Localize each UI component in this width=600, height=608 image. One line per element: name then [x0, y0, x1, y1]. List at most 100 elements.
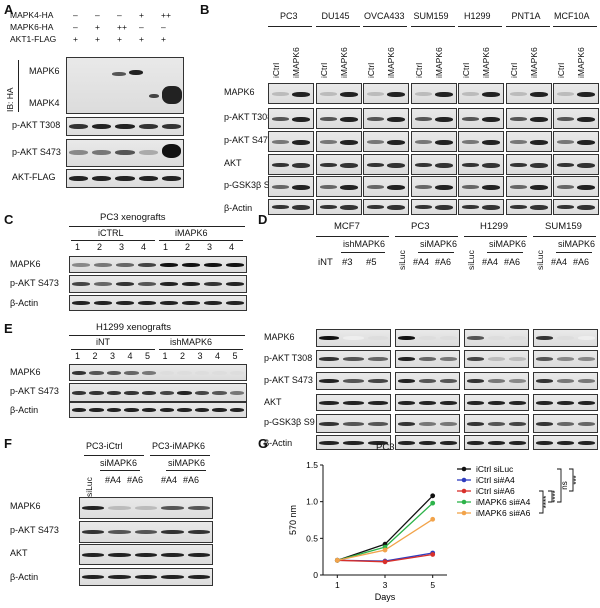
blot-b-1 — [458, 108, 504, 129]
blot-b-1 — [410, 108, 457, 129]
data-point — [430, 493, 436, 499]
lane-label: #5 — [366, 257, 377, 268]
row-mark: + — [73, 34, 78, 44]
blot-f-0 — [79, 497, 213, 519]
blot-b-2 — [410, 131, 457, 152]
lane-label: #3 — [342, 257, 353, 268]
row-label-0: MAPK4-HA — [10, 10, 54, 20]
row-label-1: MAPK6-HA — [10, 22, 54, 32]
group-name: MCF7 — [334, 221, 360, 232]
lane-label: #A4 — [413, 257, 430, 267]
blot-b-0 — [505, 83, 552, 104]
group-label: ishMAPK6 — [170, 337, 213, 347]
lane-number: 3 — [207, 242, 213, 252]
blot-b-4 — [458, 176, 504, 197]
blot-b-1 — [505, 108, 552, 129]
lane-label: iMAPK6 — [338, 47, 349, 78]
panel-letter-f: F — [4, 436, 12, 451]
lane-label: #A6 — [435, 257, 452, 267]
lane-number: 1 — [75, 351, 81, 361]
lane-number: 2 — [92, 351, 98, 361]
group-name: SUM159 — [545, 221, 582, 232]
cell-line-label: PNT1A — [511, 11, 541, 21]
lane-number: 3 — [197, 351, 203, 361]
blot-d-2 — [316, 372, 391, 390]
y-tick-label: 1.5 — [306, 460, 318, 470]
row-label: p-AKT S473 — [10, 525, 59, 535]
data-point — [430, 500, 436, 506]
blot-f-2 — [79, 544, 213, 565]
group-sub: siMAPK6 — [420, 239, 458, 249]
blot-e-2 — [69, 402, 247, 418]
blot-c-0 — [69, 256, 247, 273]
significance-bracket — [548, 490, 553, 503]
blot-d-0 — [533, 329, 598, 347]
lane-label: iCtrl — [271, 62, 281, 78]
legend-marker — [461, 488, 467, 494]
blot-b-0 — [363, 83, 409, 104]
significance-label: *** — [572, 475, 581, 484]
lane-label: siLuc — [535, 250, 545, 270]
blot-b-5 — [268, 199, 314, 215]
lane-number: 1 — [163, 242, 169, 252]
row-label: p-AKT T308 — [264, 353, 313, 363]
blot-b-2 — [458, 131, 504, 152]
legend-marker — [461, 510, 467, 516]
legend-entry: iCtrl si#A4 — [476, 475, 515, 485]
blot-a-aktflag — [66, 169, 184, 188]
group-sub: siMAPK6 — [489, 239, 527, 249]
panel-letter-b: B — [200, 2, 210, 17]
ib-label: IB: HA — [5, 87, 15, 112]
blot-b-5 — [553, 199, 599, 215]
blot-d-0 — [395, 329, 460, 347]
chart-title: PC3 — [376, 442, 395, 453]
blot-d-5 — [316, 435, 391, 450]
blot-d-0 — [316, 329, 391, 347]
blot-b-4 — [363, 176, 409, 197]
lane-label: iCtrl — [318, 62, 329, 78]
lane-label: siLuc — [397, 250, 407, 270]
row-label: p-AKT S473 — [224, 135, 273, 145]
blot-b-3 — [315, 154, 362, 175]
blot-e-0 — [69, 364, 247, 381]
sub-label: siMAPK6 — [100, 458, 138, 468]
row-label: β-Actin — [10, 298, 39, 308]
blot-e-1 — [69, 383, 247, 402]
panel-letter-c: C — [4, 212, 14, 227]
row-label: p-AKT S473 — [10, 386, 59, 396]
blot-b-2 — [268, 131, 314, 152]
row-label: p-GSK3β S9 — [224, 180, 275, 190]
blot-b-3 — [268, 154, 314, 175]
blot-d-4 — [395, 414, 460, 433]
row-mark: + — [139, 34, 144, 44]
lane-number: 3 — [110, 351, 116, 361]
panel-letter-d: D — [258, 212, 268, 227]
blot-b-5 — [315, 199, 362, 215]
blot-d-3 — [533, 394, 598, 411]
blot-d-1 — [464, 350, 529, 368]
lane-number: 4 — [141, 242, 147, 252]
cell-line-label: SUM159 — [413, 11, 449, 21]
row-label: MAPK6 — [224, 87, 255, 97]
blot-label-pakt473: p-AKT S473 — [12, 147, 61, 157]
row-mark: + — [95, 22, 100, 32]
row-mark: ++ — [117, 22, 127, 32]
lane-number: 3 — [119, 242, 125, 252]
blot-c-1 — [69, 275, 247, 293]
data-point — [334, 557, 340, 563]
lane-number: 4 — [229, 242, 235, 252]
blot-b-3 — [458, 154, 504, 175]
blot-b-4 — [268, 176, 314, 197]
group-name: PC3 — [411, 221, 430, 232]
row-label: β-Actin — [224, 203, 253, 213]
lane-number: 4 — [127, 351, 133, 361]
row-label: β-Actin — [264, 438, 293, 448]
lane-label: #A6 — [183, 475, 200, 485]
lane-label: iMAPK6 — [433, 47, 444, 78]
blot-b-0 — [553, 83, 599, 104]
lane-label: #A4 — [551, 257, 568, 267]
row-label: MAPK6 — [10, 367, 41, 377]
blot-b-5 — [410, 199, 457, 215]
row-label: MAPK6 — [10, 259, 41, 269]
lane-number: 2 — [180, 351, 186, 361]
